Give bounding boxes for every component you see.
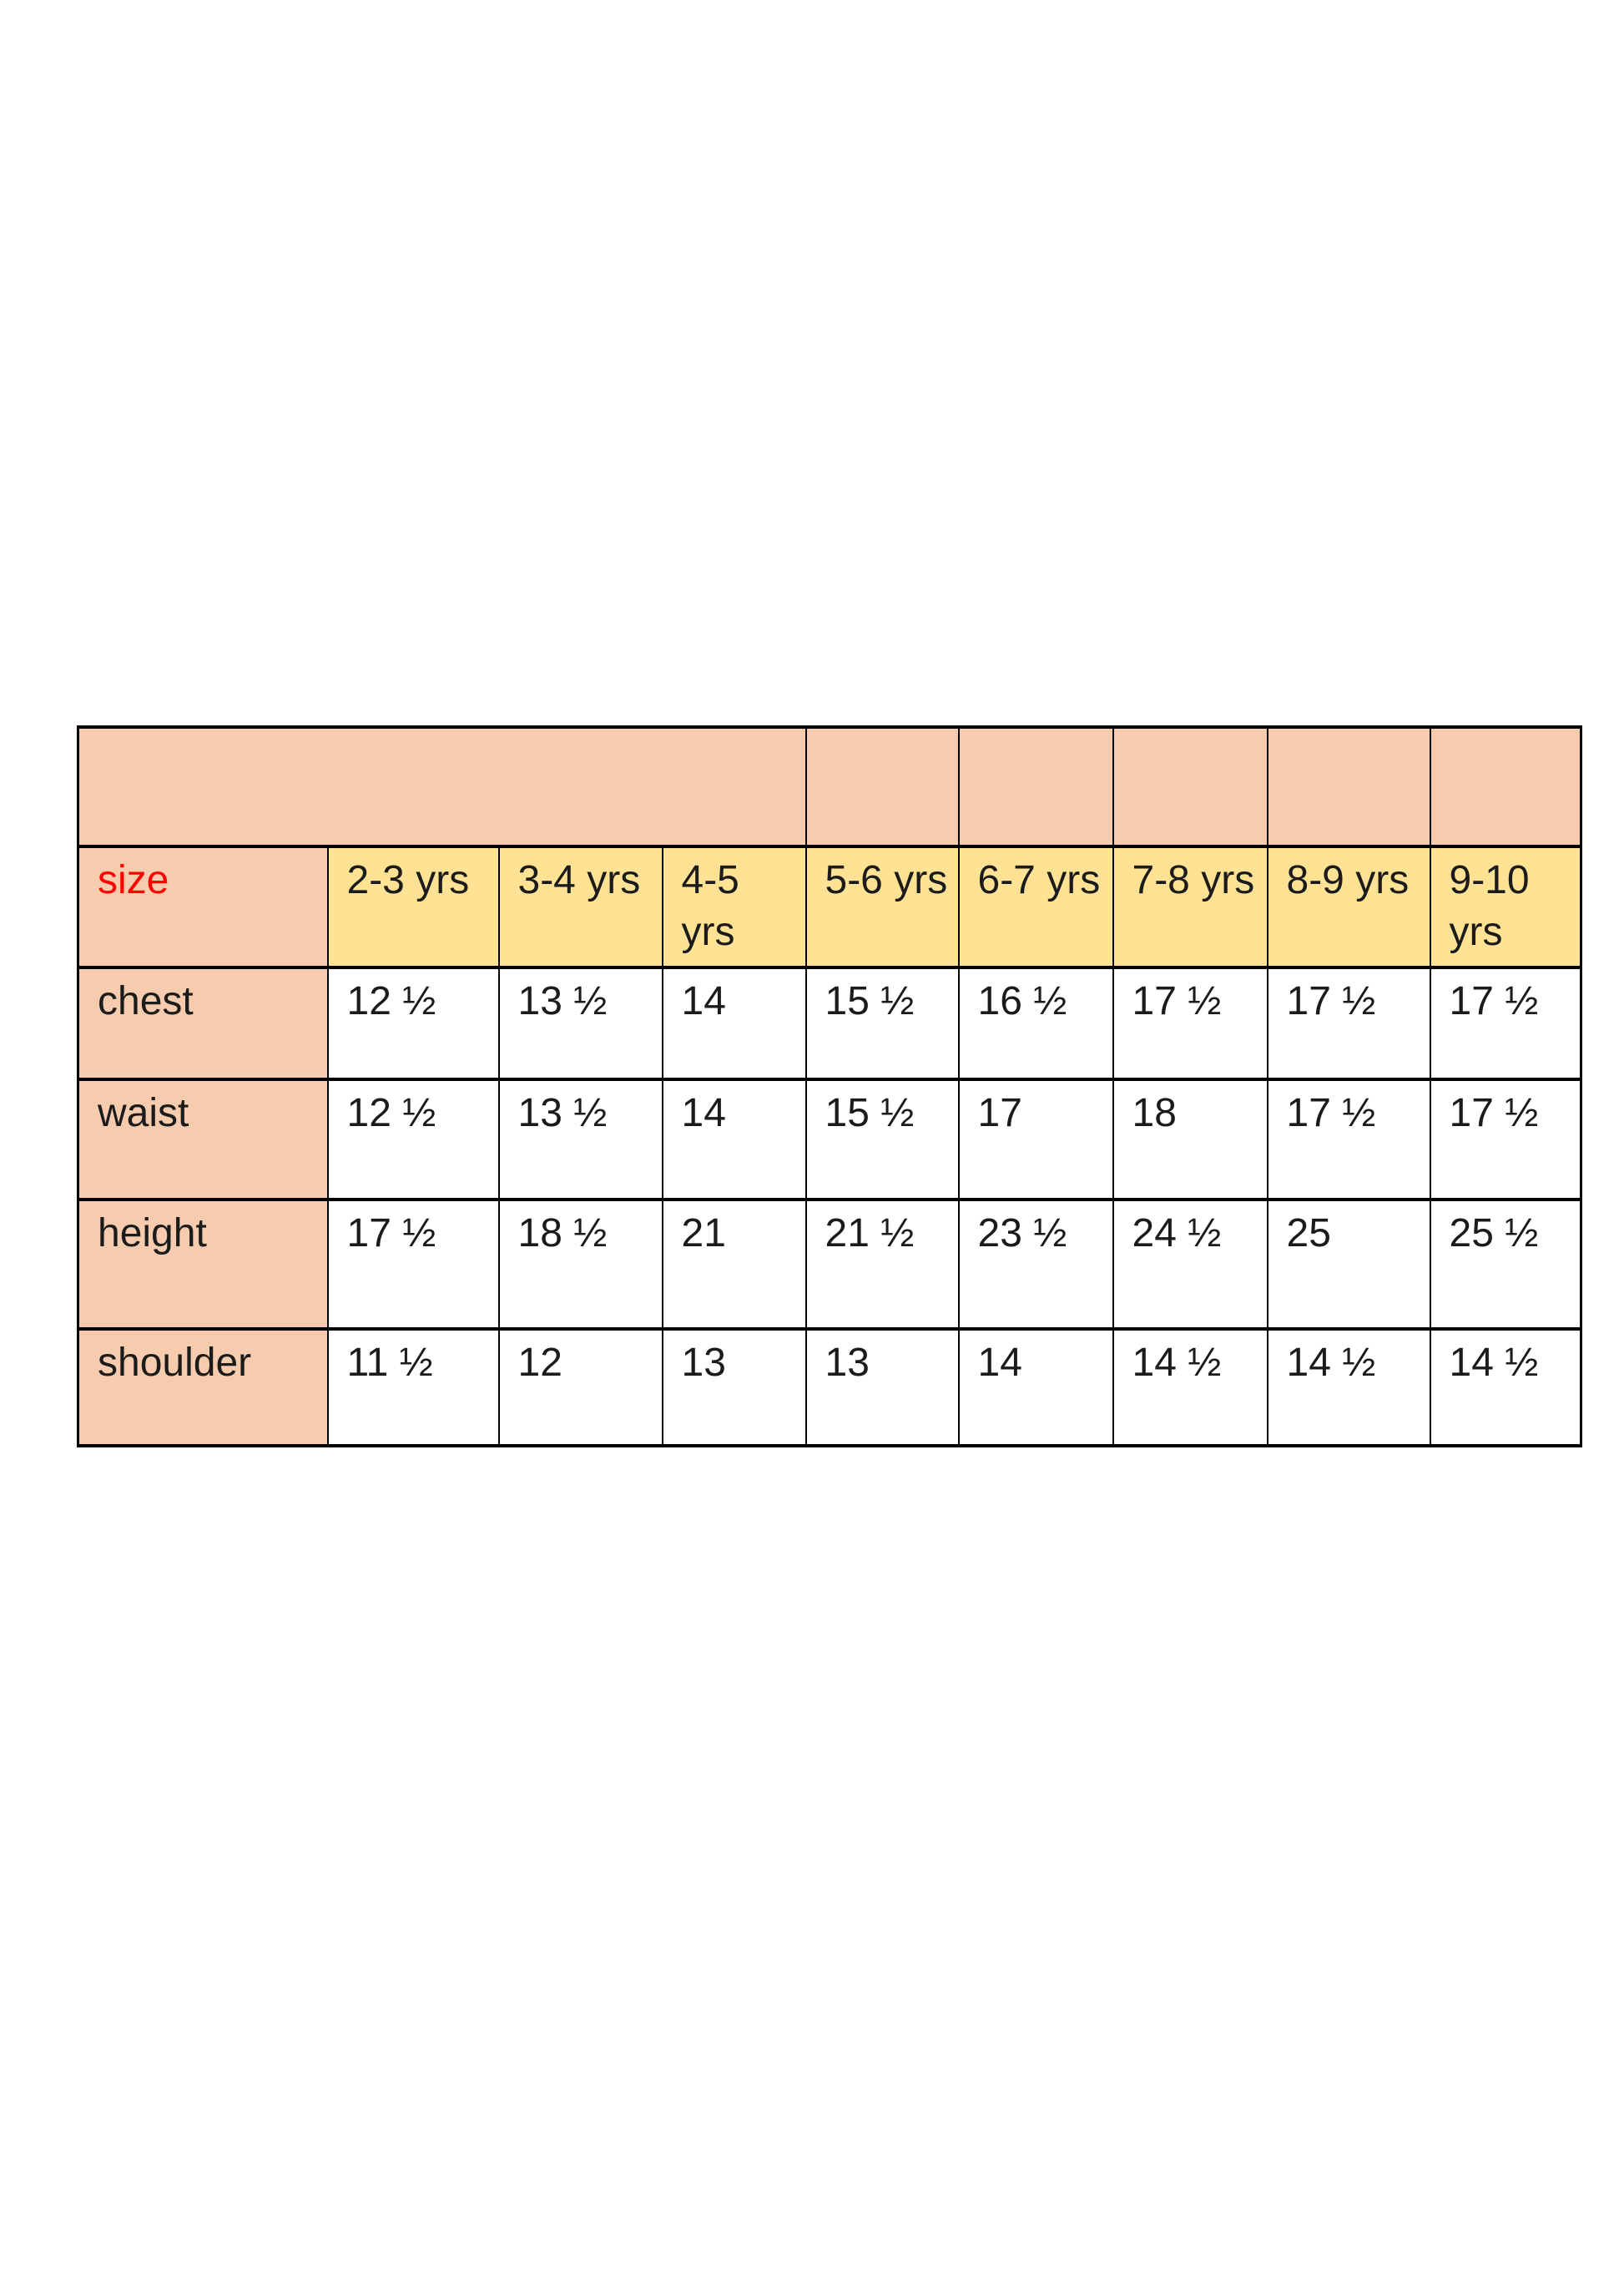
- table-cell: 18 ½: [497, 1198, 663, 1331]
- table-cell: 17 ½: [1266, 966, 1431, 1081]
- table-cell: 14 ½: [1112, 1327, 1268, 1447]
- table-cell: 17 ½: [1429, 966, 1582, 1081]
- table-cell: 25 ½: [1429, 1198, 1582, 1331]
- table-cell: 23 ½: [957, 1198, 1114, 1331]
- band-cell: [804, 725, 960, 848]
- table-cell: 17: [957, 1078, 1114, 1201]
- table-cell: 11 ½: [326, 1327, 500, 1447]
- band-cell: [1112, 725, 1268, 848]
- table-cell: 14: [661, 1078, 807, 1201]
- row-label-shoulder: shoulder: [77, 1327, 329, 1447]
- table-cell: 13: [661, 1327, 807, 1447]
- table-cell: 12 ½: [326, 1078, 500, 1201]
- top-band-row: [77, 725, 1582, 848]
- col-header-9-10-yrs: 9-10 yrs: [1429, 845, 1582, 969]
- table-cell: 14: [957, 1327, 1114, 1447]
- row-label-chest: chest: [77, 966, 329, 1081]
- table-cell: 12: [497, 1327, 663, 1447]
- table-cell: 21 ½: [804, 1198, 960, 1331]
- table-cell: 15 ½: [804, 966, 960, 1081]
- table-cell: 14 ½: [1266, 1327, 1431, 1447]
- table-cell: 13 ½: [497, 966, 663, 1081]
- table-cell: 24 ½: [1112, 1198, 1268, 1331]
- size-chart-table: size 2-3 yrs 3-4 yrs 4-5 yrs 5-6 yrs 6-7…: [77, 725, 1582, 1447]
- table-cell: 12 ½: [326, 966, 500, 1081]
- table-row-waist: waist 12 ½ 13 ½ 14 15 ½ 17 18 17 ½ 17 ½: [77, 1078, 1582, 1201]
- header-row: size 2-3 yrs 3-4 yrs 4-5 yrs 5-6 yrs 6-7…: [77, 845, 1582, 969]
- table-cell: 21: [661, 1198, 807, 1331]
- band-cell: [957, 725, 1114, 848]
- col-header-3-4-yrs: 3-4 yrs: [497, 845, 663, 969]
- col-header-6-7-yrs: 6-7 yrs: [957, 845, 1114, 969]
- table-cell: 16 ½: [957, 966, 1114, 1081]
- band-cell: [1266, 725, 1431, 848]
- row-label-waist: waist: [77, 1078, 329, 1201]
- band-cell: [1429, 725, 1582, 848]
- col-header-4-5-yrs: 4-5 yrs: [661, 845, 807, 969]
- table-cell: 17 ½: [326, 1198, 500, 1331]
- table-row-height: height 17 ½ 18 ½ 21 21 ½ 23 ½ 24 ½ 25 25…: [77, 1198, 1582, 1331]
- row-label-height: height: [77, 1198, 329, 1331]
- table-cell: 13: [804, 1327, 960, 1447]
- col-header-8-9-yrs: 8-9 yrs: [1266, 845, 1431, 969]
- table-cell: 13 ½: [497, 1078, 663, 1201]
- table-cell: 17 ½: [1112, 966, 1268, 1081]
- table-cell: 14 ½: [1429, 1327, 1582, 1447]
- band-cell-merged: [77, 725, 807, 848]
- col-header-2-3-yrs: 2-3 yrs: [326, 845, 500, 969]
- table-cell: 17 ½: [1429, 1078, 1582, 1201]
- table-cell: 25: [1266, 1198, 1431, 1331]
- table-cell: 18: [1112, 1078, 1268, 1201]
- size-corner-cell: size: [77, 845, 329, 969]
- table-cell: 15 ½: [804, 1078, 960, 1201]
- col-header-7-8-yrs: 7-8 yrs: [1112, 845, 1268, 969]
- col-header-5-6-yrs: 5-6 yrs: [804, 845, 960, 969]
- table-cell: 17 ½: [1266, 1078, 1431, 1201]
- table-row-shoulder: shoulder 11 ½ 12 13 13 14 14 ½ 14 ½ 14 ½: [77, 1327, 1582, 1447]
- table-cell: 14: [661, 966, 807, 1081]
- table-row-chest: chest 12 ½ 13 ½ 14 15 ½ 16 ½ 17 ½ 17 ½ 1…: [77, 966, 1582, 1081]
